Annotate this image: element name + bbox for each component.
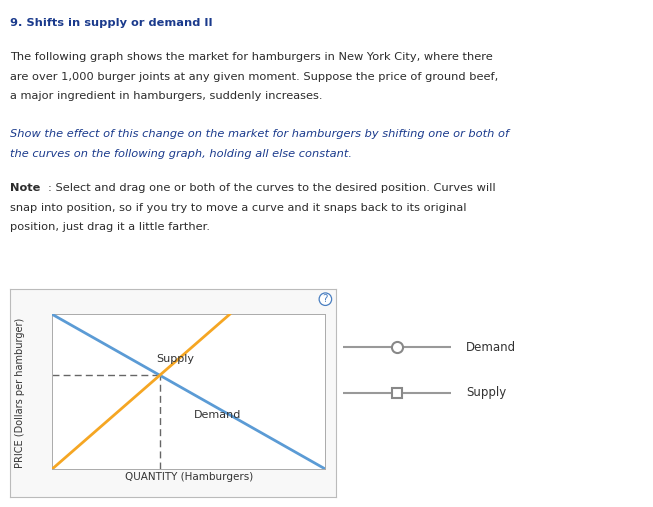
Text: are over 1,000 burger joints at any given moment. Suppose the price of ground be: are over 1,000 burger joints at any give…: [10, 71, 498, 82]
Text: : Select and drag one or both of the curves to the desired position. Curves will: : Select and drag one or both of the cur…: [48, 184, 495, 194]
Text: snap into position, so if you try to move a curve and it snaps back to its origi: snap into position, so if you try to mov…: [10, 203, 466, 213]
Text: position, just drag it a little farther.: position, just drag it a little farther.: [10, 222, 210, 232]
X-axis label: QUANTITY (Hamburgers): QUANTITY (Hamburgers): [125, 472, 253, 482]
Text: Note: Note: [10, 184, 40, 194]
Text: Supply: Supply: [466, 386, 507, 400]
Text: Supply: Supply: [156, 354, 194, 364]
Text: Demand: Demand: [466, 341, 517, 354]
Text: Demand: Demand: [194, 410, 242, 420]
Text: a major ingredient in hamburgers, suddenly increases.: a major ingredient in hamburgers, sudden…: [10, 91, 323, 101]
Text: the curves on the following graph, holding all else constant.: the curves on the following graph, holdi…: [10, 149, 352, 159]
Text: ?: ?: [323, 294, 328, 304]
Text: PRICE (Dollars per hamburger): PRICE (Dollars per hamburger): [14, 318, 25, 468]
Text: The following graph shows the market for hamburgers in New York City, where ther: The following graph shows the market for…: [10, 52, 492, 62]
Text: 9. Shifts in supply or demand II: 9. Shifts in supply or demand II: [10, 18, 212, 28]
Text: Show the effect of this change on the market for hamburgers by shifting one or b: Show the effect of this change on the ma…: [10, 129, 509, 139]
